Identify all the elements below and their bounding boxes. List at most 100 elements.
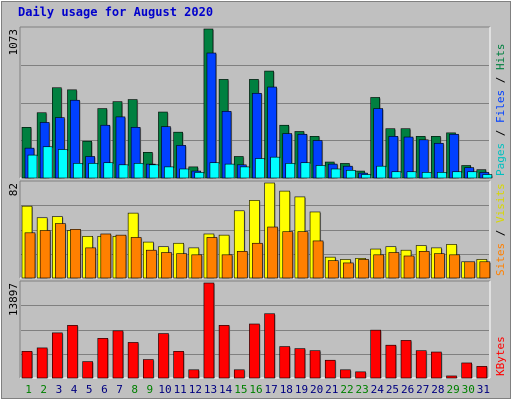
x-tick-label-day-9: 9 <box>147 383 154 396</box>
bar-sites-day-26 <box>403 255 415 279</box>
bar-pages-day-6 <box>103 162 114 179</box>
bar-pages-day-25 <box>391 171 402 179</box>
bar-kbytes-day-4 <box>67 325 78 379</box>
bar-kbytes-day-31 <box>476 366 488 379</box>
bar-sites-day-27 <box>418 251 430 279</box>
legend-separator: / <box>494 70 507 90</box>
bar-sites-day-28 <box>434 253 445 279</box>
bar-kbytes-day-24 <box>370 329 382 379</box>
bar-sites-day-22 <box>343 262 354 279</box>
x-tick-label-day-14: 14 <box>219 383 233 396</box>
bar-pages-day-3 <box>58 149 68 179</box>
bar-kbytes-day-14 <box>218 325 230 379</box>
x-tick-label-day-5: 5 <box>86 383 93 396</box>
x-tick-label-day-20: 20 <box>310 383 323 396</box>
bar-sites-day-25 <box>388 252 400 279</box>
x-tick-label-day-25: 25 <box>386 383 399 396</box>
x-tick-label-day-27: 27 <box>416 383 429 396</box>
x-tick-label-day-22: 22 <box>340 383 353 396</box>
bar-files-day-13 <box>206 52 217 179</box>
legend-entry-files: Files <box>494 90 507 123</box>
bar-pages-day-23 <box>361 174 371 179</box>
bar-sites-day-17 <box>267 226 278 279</box>
bar-kbytes-day-27 <box>415 350 427 379</box>
bar-kbytes-day-17 <box>264 313 275 379</box>
bar-sites-day-31 <box>479 261 491 279</box>
x-tick-label-day-19: 19 <box>295 383 308 396</box>
bar-sites-day-14 <box>221 254 233 279</box>
bar-sites-day-10 <box>161 252 172 279</box>
x-tick-label-day-11: 11 <box>174 383 187 396</box>
bar-kbytes-day-8 <box>127 342 139 379</box>
x-tick-label-day-23: 23 <box>356 383 369 396</box>
bar-kbytes-day-6 <box>97 338 109 379</box>
x-tick-label-day-4: 4 <box>71 383 78 396</box>
x-tick-label-day-21: 21 <box>325 383 338 396</box>
x-tick-label-day-1: 1 <box>25 383 32 396</box>
bar-pages-day-2 <box>42 146 53 179</box>
bar-pages-day-14 <box>224 163 235 179</box>
bar-pages-day-8 <box>133 163 144 179</box>
bar-sites-day-19 <box>297 231 309 279</box>
bar-pages-day-9 <box>148 164 159 179</box>
bar-sites-day-1 <box>24 232 36 279</box>
x-tick-label-day-30: 30 <box>462 383 475 396</box>
legend-entry-visits: Visits <box>494 183 507 223</box>
legend-separator: / <box>494 223 507 243</box>
x-tick-label-day-31: 31 <box>477 383 490 396</box>
x-tick-label-day-7: 7 <box>116 383 123 396</box>
bar-sites-day-16 <box>252 242 263 279</box>
bar-sites-day-7 <box>115 234 127 279</box>
bar-pages-day-16 <box>255 158 265 179</box>
bar-kbytes-day-1 <box>21 351 33 379</box>
bar-sites-day-9 <box>145 249 157 279</box>
bar-kbytes-day-23 <box>355 371 366 379</box>
bar-pages-day-15 <box>239 166 250 179</box>
bar-kbytes-day-5 <box>82 361 93 379</box>
x-tick-label-day-12: 12 <box>189 383 202 396</box>
bar-pages-day-29 <box>452 171 462 179</box>
bar-sites-day-21 <box>327 260 339 279</box>
x-tick-label-day-15: 15 <box>234 383 247 396</box>
bar-pages-day-21 <box>330 168 341 179</box>
bar-kbytes-day-12 <box>188 369 200 379</box>
bar-kbytes-day-20 <box>309 350 321 379</box>
bar-pages-day-19 <box>300 162 311 179</box>
bar-pages-day-13 <box>209 162 220 179</box>
bar-sites-day-8 <box>130 237 142 279</box>
bar-kbytes-day-7 <box>112 330 124 379</box>
bar-sites-day-2 <box>39 230 51 279</box>
bar-kbytes-day-11 <box>173 351 184 379</box>
bar-kbytes-day-13 <box>203 282 215 379</box>
bar-sites-day-29 <box>449 254 460 279</box>
bar-pages-day-4 <box>73 163 83 179</box>
bar-kbytes-day-2 <box>36 347 48 379</box>
bar-sites-day-12 <box>191 254 203 279</box>
bar-kbytes-day-25 <box>385 344 397 379</box>
legend-entry-kbytes: KBytes <box>494 336 507 376</box>
bar-files-day-29 <box>449 133 459 179</box>
bar-pages-day-10 <box>164 166 174 179</box>
bar-kbytes-day-16 <box>249 323 260 379</box>
panel-2-legend: Sites / Visits <box>494 183 507 276</box>
x-tick-label-day-8: 8 <box>131 383 138 396</box>
bar-sites-day-20 <box>312 240 324 279</box>
bar-kbytes-day-21 <box>324 359 336 379</box>
x-tick-label-day-13: 13 <box>204 383 217 396</box>
bar-kbytes-day-22 <box>340 369 351 379</box>
x-tick-label-day-29: 29 <box>446 383 459 396</box>
x-tick-label-day-17: 17 <box>265 383 278 396</box>
bar-sites-day-15 <box>236 251 248 279</box>
panel-1-legend: Pages / Files / Hits <box>494 44 507 177</box>
panel-1-max-label: 1073 <box>7 29 20 56</box>
bar-sites-day-24 <box>373 254 385 279</box>
bar-pages-day-1 <box>27 154 38 179</box>
bar-sites-day-30 <box>464 261 475 279</box>
bar-sites-day-13 <box>206 237 218 279</box>
legend-separator: / <box>494 123 507 143</box>
bar-kbytes-day-18 <box>279 346 291 379</box>
bar-pages-day-11 <box>179 168 189 179</box>
